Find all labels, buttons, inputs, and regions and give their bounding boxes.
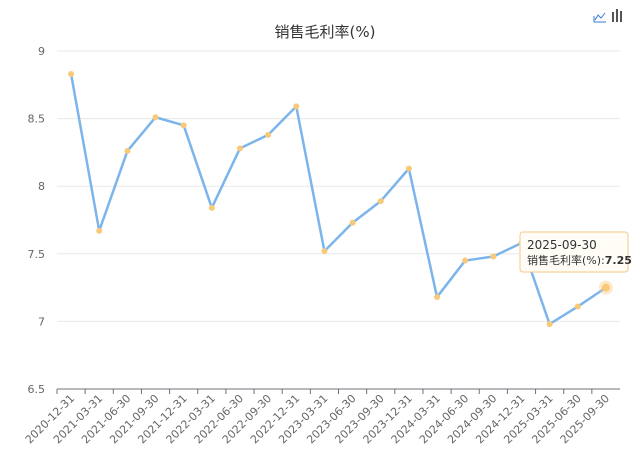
data-point xyxy=(349,219,356,226)
y-tick-label: 6.5 xyxy=(28,383,46,396)
data-point xyxy=(96,227,103,234)
chart-title: 销售毛利率(%) xyxy=(275,23,376,41)
data-point xyxy=(293,103,300,110)
hover-point xyxy=(601,283,610,292)
data-point xyxy=(434,294,441,301)
data-point xyxy=(124,148,131,155)
data-point xyxy=(546,321,553,328)
data-point xyxy=(321,248,328,255)
data-point xyxy=(236,145,243,152)
data-point xyxy=(490,253,497,260)
data-point xyxy=(68,70,75,77)
line-chart-button[interactable] xyxy=(593,12,606,23)
y-tick-label: 8 xyxy=(38,180,45,193)
data-point xyxy=(265,131,272,138)
tooltip-date: 2025-09-30 xyxy=(527,238,597,252)
tooltip-box xyxy=(519,231,629,273)
tooltip-label: 销售毛利率(%): xyxy=(527,253,605,267)
data-point xyxy=(180,122,187,129)
toolbar[interactable] xyxy=(593,9,622,23)
data-point xyxy=(462,257,469,264)
data-point xyxy=(208,204,215,211)
data-point xyxy=(152,114,159,121)
y-tick-label: 9 xyxy=(38,45,45,58)
bar-chart-button[interactable] xyxy=(612,9,622,22)
y-tick-label: 8.5 xyxy=(28,113,46,126)
line-series xyxy=(69,73,607,326)
y-tick-label: 7.5 xyxy=(28,248,46,261)
y-tick-label: 7 xyxy=(38,315,45,328)
tooltip-row: 销售毛利率(%):7.25 xyxy=(527,253,632,267)
data-point xyxy=(377,198,384,205)
data-point xyxy=(405,165,412,172)
data-point xyxy=(574,303,581,310)
tooltip-value: 7.25 xyxy=(605,254,632,267)
